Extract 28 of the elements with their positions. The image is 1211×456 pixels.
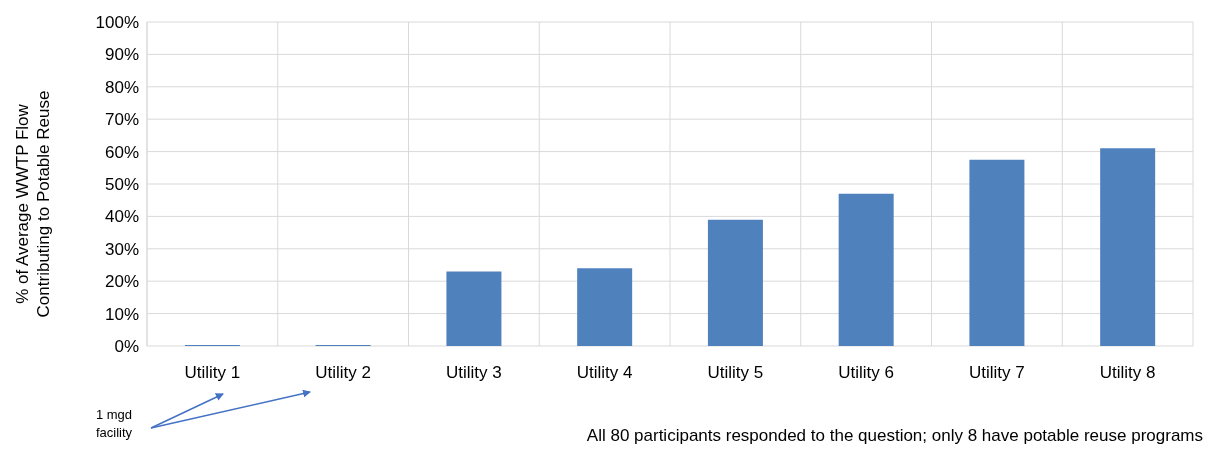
text: 1 mgd facility — [94, 406, 134, 442]
x-tick-label: Utility 6 — [838, 363, 894, 383]
y-tick-label: 20% — [104, 272, 139, 292]
y-tick-label: 10% — [104, 304, 139, 324]
x-tick-label: Utility 1 — [184, 363, 241, 383]
y-tick-label: 90% — [104, 45, 139, 65]
bar — [446, 271, 502, 346]
y-tick-label: 100% — [95, 13, 139, 33]
bar — [838, 193, 894, 346]
x-tick-label: Utility 8 — [1099, 363, 1156, 383]
y-tick-label: 30% — [104, 239, 139, 259]
y-tick-label: 0% — [114, 337, 139, 357]
y-tick-label: 80% — [104, 77, 139, 97]
y-tick-label: 40% — [104, 207, 139, 227]
x-tick-label: Utility 4 — [576, 363, 633, 383]
bar — [707, 219, 763, 346]
x-tick-label: Utility 5 — [707, 363, 764, 383]
y-tick-label: 60% — [104, 142, 139, 162]
bar — [577, 268, 633, 346]
x-tick-label: Utility 2 — [315, 363, 371, 383]
bar — [969, 159, 1025, 346]
y-axis-title: % of Average WWTP Flow Contributing to Potable Reuse — [12, 90, 53, 318]
bar — [1100, 148, 1156, 346]
text: All 80 participants responded to the question; only 8 have potable reuse programs — [586, 426, 1203, 446]
y-tick-label: 50% — [104, 175, 139, 195]
x-tick-label: Utility 3 — [446, 363, 502, 383]
x-tick-label: Utility 7 — [969, 363, 1025, 383]
y-tick-label: 70% — [104, 110, 139, 130]
